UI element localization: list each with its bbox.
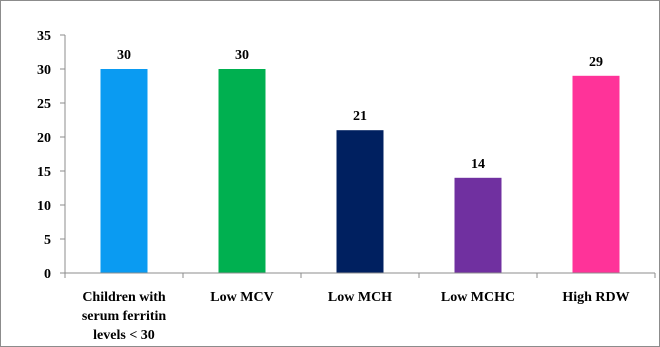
- x-category-label-line: serum ferritin: [82, 309, 167, 324]
- x-category-label: Children with serum ferritin levels < 30: [82, 290, 167, 343]
- x-category-label: Low MCHC: [441, 290, 515, 305]
- x-category-label-line: Children with: [82, 290, 166, 305]
- y-axis: 0 5 10 15 20 25 30 35: [37, 29, 66, 282]
- y-tick-label: 5: [44, 233, 51, 248]
- y-tick-label: 10: [37, 199, 51, 214]
- bar: [572, 75, 620, 273]
- x-category-label: High RDW: [562, 290, 629, 305]
- bar: [100, 69, 148, 273]
- x-category-label-line: Low MCH: [328, 290, 392, 305]
- y-tick-label: 30: [37, 63, 51, 78]
- data-label: 29: [589, 55, 603, 70]
- x-category-label-line: levels < 30: [93, 328, 155, 343]
- data-label: 14: [471, 157, 485, 172]
- y-tick-label: 0: [44, 267, 51, 282]
- bars: [100, 69, 620, 273]
- data-label: 30: [235, 48, 249, 63]
- x-category-label: Low MCV: [210, 290, 273, 305]
- y-tick-label: 15: [37, 165, 51, 180]
- x-category-label-line: High RDW: [562, 290, 629, 305]
- bar: [218, 69, 266, 273]
- data-label: 21: [353, 109, 367, 124]
- bar: [454, 177, 502, 273]
- y-tick-label: 35: [37, 29, 51, 44]
- x-axis: Children with serum ferritin levels < 30 Lo…: [64, 272, 656, 343]
- y-tick-label: 25: [37, 97, 51, 112]
- x-category-label-line: Low MCHC: [441, 290, 515, 305]
- y-tick-label: 20: [37, 131, 51, 146]
- bar: [336, 130, 384, 273]
- data-labels: 30 30 21 14 29: [117, 48, 603, 172]
- x-category-label-line: Low MCV: [210, 290, 273, 305]
- x-category-label: Low MCH: [328, 290, 392, 305]
- data-label: 30: [117, 48, 131, 63]
